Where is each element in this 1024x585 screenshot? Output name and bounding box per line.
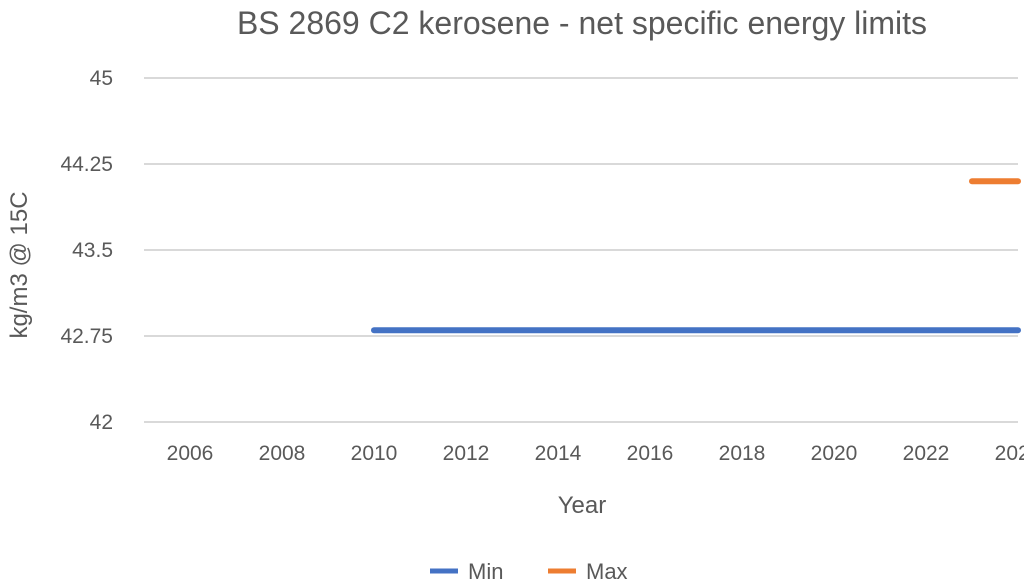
chart-title: BS 2869 C2 kerosene - net specific energ… <box>237 5 927 41</box>
y-tick-label: 44.25 <box>60 153 113 176</box>
x-tick-label: 2016 <box>627 442 674 465</box>
legend: Min Max <box>430 559 628 584</box>
y-tick-label: 42.75 <box>60 325 113 348</box>
x-axis-ticks: 2006 2008 2010 2012 2014 2016 2018 2020 2022 2024 <box>167 442 1024 465</box>
series-lines <box>371 178 1021 334</box>
legend-label-min: Min <box>468 559 503 584</box>
y-tick-label: 42 <box>90 411 113 434</box>
x-tick-label: 2022 <box>903 442 950 465</box>
y-axis-title: kg/m3 @ 15C <box>6 191 33 338</box>
legend-label-max: Max <box>586 559 628 584</box>
y-axis-ticks: 42 42.75 43.5 44.25 45 <box>60 67 113 434</box>
x-tick-label: 2014 <box>535 442 582 465</box>
x-tick-label: 2010 <box>351 442 398 465</box>
x-tick-label: 2018 <box>719 442 766 465</box>
x-tick-label: 2012 <box>443 442 490 465</box>
y-tick-label: 43.5 <box>72 239 113 262</box>
x-tick-label: 2008 <box>259 442 306 465</box>
x-axis-title: Year <box>558 492 607 519</box>
y-tick-label: 45 <box>90 67 113 90</box>
x-tick-label: 2024 <box>995 442 1024 465</box>
x-tick-label: 2020 <box>811 442 858 465</box>
x-tick-label: 2006 <box>167 442 214 465</box>
gridlines <box>144 77 1018 423</box>
